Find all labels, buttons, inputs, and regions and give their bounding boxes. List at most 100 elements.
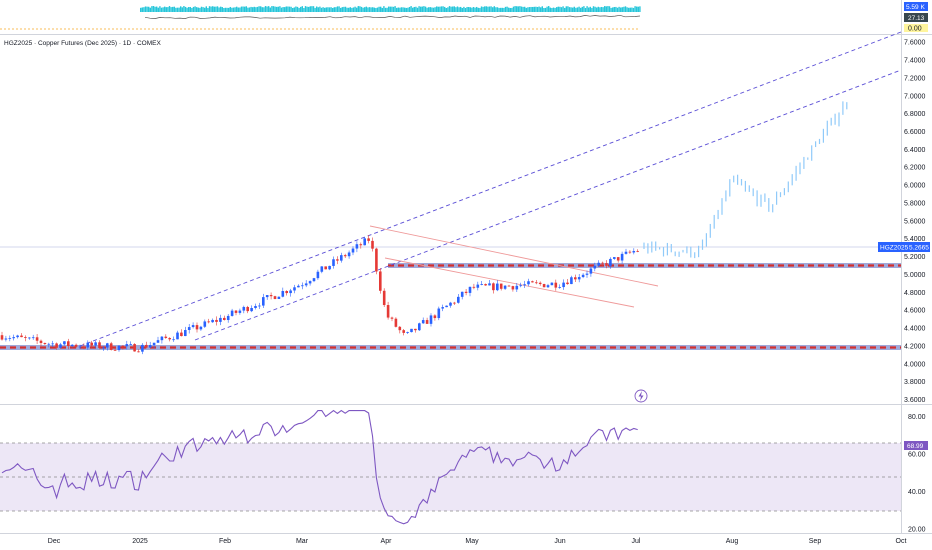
volume-bar	[581, 6, 583, 12]
candle	[289, 288, 292, 297]
volume-bar	[578, 6, 580, 12]
candle	[215, 316, 218, 326]
candle	[59, 342, 62, 349]
volume-bar	[610, 7, 612, 12]
volume-bar	[348, 7, 350, 12]
price-tick-label: 6.0000	[904, 183, 926, 190]
volume-bar	[492, 7, 494, 12]
volume-bar	[224, 7, 227, 12]
volume-bar	[623, 6, 625, 12]
volume-ma-badge-text: 27.13	[908, 15, 925, 22]
candle	[312, 277, 316, 283]
volume-bar	[639, 6, 641, 12]
volume-bar	[269, 7, 271, 12]
volume-bar	[181, 7, 183, 12]
volume-bar	[280, 7, 283, 12]
volume-bar	[591, 7, 593, 12]
volume-bar	[328, 7, 331, 12]
volume-bar	[204, 7, 206, 12]
volume-bar	[260, 6, 262, 12]
volume-bar	[604, 6, 606, 12]
price-tick-label: 6.6000	[904, 129, 926, 136]
volume-bar	[524, 6, 526, 12]
candle	[546, 283, 550, 288]
volume-bar	[356, 7, 358, 12]
volume-bar	[375, 7, 377, 12]
volume-bar	[192, 6, 195, 12]
time-axis[interactable]: Dec 2025 Feb Mar Apr May Jun Jul Aug Sep Oct	[48, 538, 907, 545]
volume-bar	[484, 6, 486, 12]
candle	[379, 268, 382, 294]
volume-bar	[602, 7, 604, 12]
price-tick-label: 4.2000	[904, 343, 926, 350]
volume-bar	[188, 7, 190, 12]
candle	[507, 284, 511, 287]
volume-bar	[405, 7, 407, 12]
channel-upper-line[interactable]	[79, 31, 902, 347]
volume-bar	[324, 7, 326, 12]
lightning-icon[interactable]	[634, 389, 648, 403]
candle	[12, 334, 15, 341]
candle	[375, 247, 378, 275]
volume-bar	[512, 6, 515, 12]
channel-lower-line[interactable]	[194, 69, 902, 341]
price-tick-label: 5.2000	[904, 254, 926, 261]
volume-bar	[511, 7, 513, 12]
volume-bar	[362, 7, 364, 12]
volume-bar	[540, 7, 542, 12]
rsi-axis[interactable]: 80.00 60.00 40.00 20.00	[908, 414, 926, 534]
time-tick-label: 2025	[132, 538, 148, 545]
volume-bar	[309, 6, 311, 12]
candle	[367, 235, 370, 244]
volume-bar	[271, 6, 273, 12]
candle	[258, 302, 261, 309]
volume-bar	[416, 7, 419, 12]
candle	[102, 346, 105, 351]
volume-bar	[466, 6, 468, 12]
downtrend-line-upper[interactable]	[369, 225, 659, 287]
candle	[359, 242, 363, 249]
resistance-zone[interactable]	[388, 263, 901, 268]
volume-bar	[372, 7, 374, 12]
volume-bar	[554, 7, 556, 12]
volume-bar	[520, 6, 523, 12]
candle	[113, 346, 117, 351]
candle	[347, 250, 351, 259]
volume-bar	[514, 6, 516, 12]
volume-bar	[228, 7, 230, 12]
rsi-panel[interactable]: 80.00 60.00 40.00 20.00 68.99	[0, 409, 928, 534]
volume-badge-text: 5.59 K	[906, 4, 925, 11]
volume-bar	[215, 6, 217, 12]
candle	[180, 329, 183, 337]
volume-bar	[364, 7, 366, 12]
volume-panel[interactable]: 5.59 K 27.13 0.00	[0, 2, 928, 33]
volume-bar	[338, 6, 340, 12]
volume-bar	[354, 6, 356, 12]
volume-bar	[165, 7, 167, 12]
volume-bar	[266, 6, 268, 12]
candle	[402, 328, 405, 336]
time-tick-label: Oct	[896, 538, 907, 545]
candle	[464, 288, 468, 296]
price-axis[interactable]: 7.6000 7.4000 7.2000 7.0000 6.8000 6.6000 6.40…	[904, 40, 926, 404]
volume-bar	[154, 6, 156, 12]
candle	[624, 248, 628, 255]
volume-bar	[367, 7, 369, 12]
volume-bar	[530, 6, 532, 12]
candle	[297, 284, 300, 288]
volume-bar	[327, 7, 329, 12]
volume-bar	[301, 6, 303, 12]
candle	[484, 283, 487, 286]
volume-bar	[415, 6, 417, 12]
volume-bar	[149, 7, 151, 12]
volume-bar	[396, 7, 398, 12]
volume-zero-badge-text: 0.00	[908, 26, 922, 33]
volume-bar	[223, 7, 225, 12]
volume-bar	[450, 6, 452, 12]
downtrend-line-lower[interactable]	[384, 257, 635, 308]
volume-bar	[519, 6, 521, 12]
volume-bar	[463, 6, 465, 12]
price-panel[interactable]: HGZ2025 · Copper Futures (Dec 2025) · 1D…	[0, 31, 930, 404]
time-tick-label: Sep	[809, 538, 822, 545]
